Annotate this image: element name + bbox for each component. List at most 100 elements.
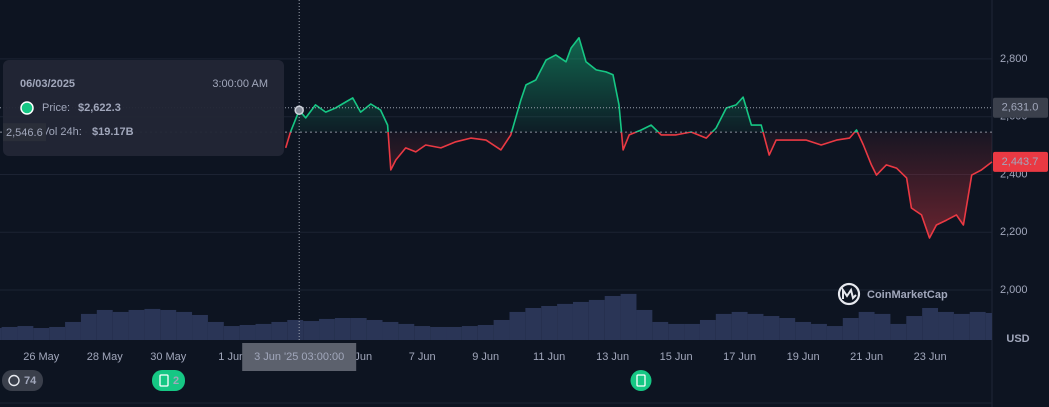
volume-bar [17,326,34,340]
tooltip-time: 3:00:00 AM [212,78,268,90]
crosshair-x-label: 3 Jun '25 03:00:00 [254,351,344,363]
volume-bar [906,316,923,340]
y-tick-label: 2,000 [1000,284,1028,296]
volume-bar [49,326,66,340]
tooltip-price-label: Price: [42,102,70,114]
volume-bar [699,319,716,340]
volume-bar [334,317,351,340]
volume-bar [525,307,542,340]
volume-bar [207,321,224,340]
baseline-label: 2,546.6 [6,127,43,139]
volume-bar [128,309,145,340]
volume-bar [890,323,907,340]
volume-bar [572,301,589,340]
y-tick-label: 2,200 [1000,226,1028,238]
volume-bar [620,293,637,340]
volume-bar [287,319,304,340]
volume-bar [366,319,383,340]
volume-bar [160,309,177,340]
badge-history-count: 74 [24,375,37,387]
volume-bar [938,311,954,340]
crosshair-y-label: 2,631.0 [1002,102,1039,114]
last-price-label-box [993,151,1048,172]
volume-bar [192,314,208,340]
volume-bar [144,308,161,340]
price-line [284,37,993,239]
volume-bar [80,313,97,340]
volume-bar [747,313,764,340]
volume-bar [684,323,700,340]
volume-bar [430,326,447,340]
volume-bar [239,324,256,340]
volume-bar [715,313,732,340]
tooltip-date: 06/03/2025 [20,78,75,90]
crosshair-x-box [242,343,357,371]
volume-bar [1,326,18,340]
tooltip-volume: $19.17B [92,126,134,138]
volume-bar [874,313,891,340]
badge-history-icon [8,374,20,387]
x-tick-label: 21 Jun [850,351,883,363]
volume-bar [557,303,573,340]
brand-icon-mark [842,286,857,300]
baseline-label-box [3,123,46,142]
volume-bar [112,311,129,340]
brand-icon [837,282,861,306]
x-tick-label: 11 Jun [533,351,565,363]
volume-bar [842,317,859,340]
volume-bar [0,328,2,340]
volume-bar [461,326,478,340]
brand-logo: CoinMarketCap [837,282,948,306]
x-tick-label: 30 May [150,351,187,363]
volume-bar [588,299,605,340]
crosshair-point [294,105,304,116]
badge-history [2,370,43,391]
volume-bar [604,295,621,340]
tooltip-volume-label: Vol 24h: [42,126,82,138]
x-tick-label: 7 Jun [409,351,436,363]
volume-bar [176,311,193,340]
x-tick-label: 26 May [23,351,60,363]
volume-bar [223,326,240,340]
volume-bar [668,323,685,340]
last-price-label: 2,443.7 [1002,156,1039,168]
volume-bar [922,307,939,340]
badge-news-2-icon [636,374,646,387]
volume-bar [731,311,748,340]
volume-bar [826,326,843,340]
badge-news-icon [159,374,169,387]
volume-bar [414,326,431,340]
tooltip-price: $2,622.3 [78,102,121,114]
price-area [285,37,992,238]
x-tick-label: 23 Jun [914,351,947,363]
crosshair-y-label-box [993,97,1048,118]
volume-bar [969,311,986,340]
volume-bar [96,309,113,340]
volume-bar [652,321,669,340]
volume-bar [382,321,399,340]
volume-bar [350,317,367,340]
volume-bar [65,321,81,340]
volume-bar [985,312,992,340]
volume-bar [33,328,50,340]
volume-bar [477,324,494,340]
volume-bar [763,316,780,340]
volume-bar [779,317,796,340]
x-tick-label: 1 Jun [218,351,245,363]
x-tick-label: 17 Jun [723,351,756,363]
volume-bar [509,311,526,340]
volume-bar [303,321,320,340]
volume-bar [811,323,827,340]
brand-name: CoinMarketCap [867,289,948,301]
volume-bar [255,323,272,340]
x-tick-label: 15 Jun [660,351,693,363]
volume-bar [953,313,970,340]
volume-bar [271,321,288,340]
volume-bar [319,318,335,340]
tooltip-box [3,60,284,156]
volume-bar [398,323,415,340]
volume-bar [493,319,510,340]
badge-news-2 [630,370,652,391]
x-tick-label: 9 Jun [472,351,499,363]
